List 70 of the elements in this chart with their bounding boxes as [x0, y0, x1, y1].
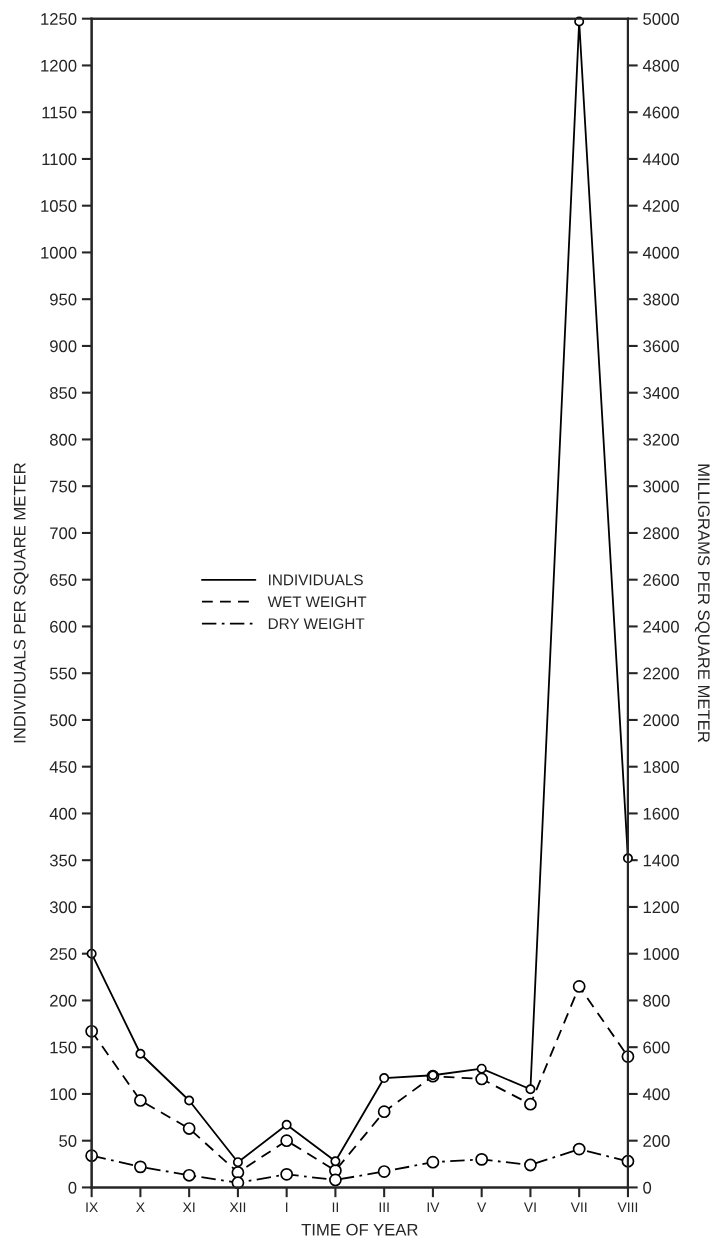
y-tick-label: 1000 — [41, 246, 77, 259]
x-tick-label: IX — [86, 1202, 98, 1213]
legend-label: INDIVIDUALS — [269, 574, 363, 586]
y2-tick-label: 4600 — [642, 106, 679, 119]
y-tick-label: 1250 — [41, 13, 77, 25]
y2-tick-label: 1000 — [643, 948, 679, 960]
y-tick-label: 300 — [49, 901, 77, 914]
y2-tick-label: 4400 — [642, 153, 679, 166]
x-tick-label: II — [332, 1202, 338, 1213]
y2-axis-title: MILLIGRAMS PER SQUARE METER — [694, 464, 710, 743]
legend-label: DRY WEIGHT — [268, 618, 365, 630]
y-tick-label: 200 — [50, 994, 77, 1007]
y2-tick-label: 3400 — [643, 387, 679, 399]
y2-tick-label: 5000 — [643, 13, 679, 25]
y2-tick-label: 200 — [643, 1135, 670, 1147]
y2-tick-label: 3200 — [643, 433, 679, 446]
y2-tick-label: 2600 — [643, 574, 679, 586]
x-tick-label: X — [136, 1202, 145, 1213]
y-tick-label: 350 — [49, 854, 77, 867]
x-tick-label: VII — [570, 1202, 587, 1213]
y2-tick-label: 0 — [643, 1181, 652, 1194]
x-tick-label: V — [477, 1202, 487, 1213]
y-tick-label: 950 — [50, 293, 77, 306]
x-tick-label: III — [379, 1202, 389, 1213]
y2-tick-label: 400 — [642, 1088, 670, 1101]
y-tick-label: 1150 — [42, 106, 77, 119]
y2-tick-label: 4200 — [642, 200, 679, 212]
y2-tick-label: 4000 — [642, 246, 679, 259]
y2-tick-label: 3600 — [643, 340, 679, 353]
y-tick-label: 600 — [50, 620, 77, 633]
y-tick-label: 400 — [49, 807, 77, 820]
y-tick-label: 150 — [50, 1041, 77, 1054]
y-tick-label: 900 — [50, 340, 77, 353]
y-tick-label: 1200 — [41, 59, 77, 72]
x-axis-title: TIME OF YEAR — [301, 1223, 418, 1236]
y2-tick-label: 2400 — [643, 620, 679, 633]
y2-tick-label: 3800 — [643, 293, 679, 306]
y-tick-label: 1100 — [42, 153, 77, 166]
y-tick-label: 500 — [49, 714, 77, 727]
x-tick-label: VI — [523, 1202, 536, 1213]
legend-label: WET WEIGHT — [267, 596, 367, 608]
y2-tick-label: 800 — [643, 994, 670, 1007]
x-tick-label: IV — [427, 1202, 440, 1213]
y-tick-label: 50 — [59, 1135, 77, 1147]
y-tick-label: 1050 — [41, 200, 77, 212]
y-tick-label: 850 — [49, 387, 77, 399]
y2-tick-label: 600 — [643, 1041, 670, 1054]
y2-tick-label: 3000 — [643, 480, 679, 493]
y-axis-title: INDIVIDUALS PER SQUARE METER — [13, 463, 29, 743]
y2-tick-label: 1200 — [643, 901, 679, 914]
x-tick-label: XII — [229, 1202, 246, 1213]
y-tick-label: 100 — [50, 1088, 77, 1101]
y2-tick-label: 1800 — [643, 761, 679, 773]
y2-tick-label: 2000 — [643, 714, 679, 727]
y-tick-label: 750 — [50, 480, 77, 493]
y2-tick-label: 4800 — [642, 59, 679, 72]
y2-tick-label: 2200 — [643, 667, 679, 680]
y-tick-label: 550 — [49, 667, 77, 680]
y2-tick-label: 2800 — [643, 527, 679, 540]
y2-tick-label: 1400 — [643, 854, 679, 867]
x-tick-label: XI — [182, 1202, 195, 1213]
y-tick-label: 650 — [50, 574, 77, 586]
y-tick-label: 450 — [49, 761, 77, 773]
y-tick-label: 0 — [68, 1181, 77, 1194]
y-tick-label: 250 — [50, 948, 77, 960]
y2-tick-label: 1600 — [643, 807, 679, 820]
y-tick-label: 800 — [49, 433, 77, 446]
x-tick-label: VIII — [617, 1202, 638, 1213]
x-tick-label: I — [286, 1202, 288, 1213]
y-tick-label: 700 — [50, 527, 77, 540]
